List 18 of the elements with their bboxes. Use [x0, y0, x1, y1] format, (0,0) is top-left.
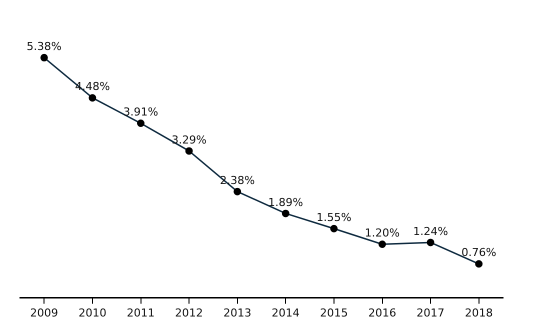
data-label: 1.24% [413, 224, 448, 238]
x-tick-label: 2009 [30, 306, 58, 320]
data-label: 3.91% [123, 106, 158, 119]
x-tick-label: 2016 [368, 306, 396, 320]
x-tick-label: 2013 [223, 306, 252, 320]
data-label: 1.89% [268, 196, 304, 209]
data-label: 3.29% [172, 133, 207, 146]
data-label: 1.20% [364, 226, 400, 240]
x-tick-label: 2017 [416, 306, 445, 320]
x-tick-label: 2018 [464, 306, 493, 320]
x-tick-label: 2014 [272, 306, 300, 320]
data-label: 0.76% [461, 246, 496, 260]
x-tick-label: 2011 [126, 306, 155, 320]
data-label: 5.38% [26, 40, 62, 54]
data-label: 1.55% [316, 210, 352, 224]
x-tick-label: 2010 [78, 306, 106, 320]
x-tick-label: 2012 [175, 306, 204, 320]
x-tick-label: 2015 [320, 306, 348, 320]
